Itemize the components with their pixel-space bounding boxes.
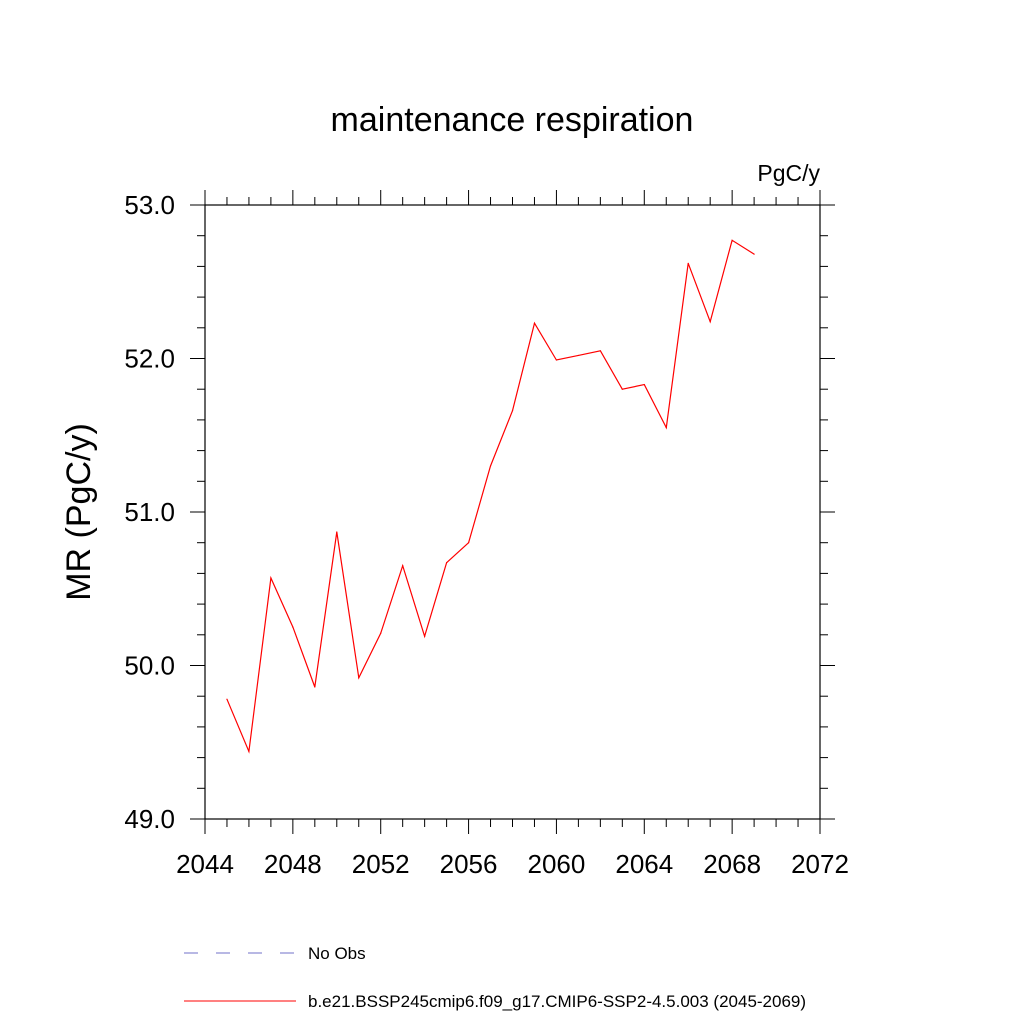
x-tick-label: 2068 [703, 849, 761, 879]
data-point [753, 253, 755, 255]
units-label: PgC/y [757, 160, 820, 186]
data-point [599, 350, 601, 352]
data-point [709, 321, 711, 323]
data-point [424, 635, 426, 637]
y-tick-label: 50.0 [124, 651, 175, 681]
data-point [270, 577, 272, 579]
data-point [621, 388, 623, 390]
x-tick-label: 2064 [615, 849, 673, 879]
data-point [643, 383, 645, 386]
y-tick-label: 51.0 [124, 497, 175, 527]
data-point [533, 322, 536, 324]
x-tick-label: 2060 [528, 849, 586, 879]
axis-ticks: 49.0 50.0 51.0 52.0 53.0 2044 2048 2052 2056 2060… [124, 190, 849, 879]
data-point [358, 677, 360, 679]
legend-label: No Obs [308, 944, 366, 963]
data-point [577, 354, 579, 357]
y-axis-label: MR (PgC/y) [60, 423, 98, 601]
data-point [467, 542, 470, 544]
data-point [380, 632, 382, 634]
data-point [555, 359, 558, 361]
x-tick-label: 2044 [176, 849, 234, 879]
y-tick-label: 49.0 [124, 804, 175, 834]
plot-frame [204, 204, 821, 820]
legend-label: b.e21.BSSP245cmip6.f09_g17.CMIP6-SSP2-4.… [308, 992, 806, 1011]
x-tick-label: 2056 [440, 849, 498, 879]
x-tick-label: 2072 [791, 849, 849, 879]
data-point [292, 626, 294, 628]
data-point [511, 410, 514, 412]
data-point [731, 239, 733, 241]
x-tick-label: 2052 [352, 849, 410, 879]
data-point [687, 262, 689, 264]
data-point [248, 750, 250, 753]
chart-title: maintenance respiration [331, 101, 694, 139]
data-point [314, 686, 316, 688]
data-point [446, 562, 448, 564]
data-point [226, 698, 228, 700]
data-point [402, 565, 404, 567]
y-tick-label: 52.0 [124, 344, 175, 374]
data-point [336, 531, 338, 533]
data-point [665, 426, 667, 429]
legend: No Obs b.e21.BSSP245cmip6.f09_g17.CMIP6-S… [184, 944, 806, 1011]
data-point [489, 465, 492, 467]
y-tick-label: 53.0 [124, 190, 175, 220]
series-layer [226, 239, 755, 754]
series-line [226, 239, 755, 754]
x-tick-label: 2048 [264, 849, 322, 879]
